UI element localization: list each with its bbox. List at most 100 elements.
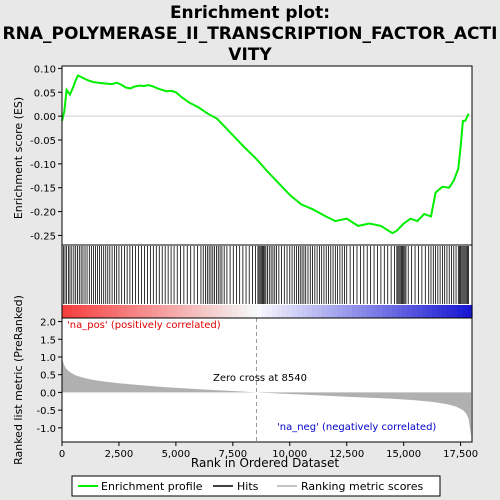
x-tick-label: 7,500 xyxy=(219,449,248,460)
x-tick-label: 0 xyxy=(59,449,65,460)
color-bar-segment xyxy=(467,305,473,318)
color-bar-segment xyxy=(252,305,258,318)
legend-box xyxy=(71,475,441,497)
color-bar-segment xyxy=(402,305,408,318)
color-bar-segment xyxy=(357,305,363,318)
color-bar-segment xyxy=(152,305,158,318)
es-y-tick-label: 0.00 xyxy=(34,112,56,123)
color-bar-segment xyxy=(342,305,348,318)
color-bar-segment xyxy=(282,305,288,318)
legend: Enrichment profile Hits Ranking metric s… xyxy=(71,475,441,497)
chart-title: Enrichment plot: RNA_POLYMERASE_II_TRANS… xyxy=(3,3,498,65)
enrichment-profile-line xyxy=(61,74,470,235)
x-tick-label: 10,000 xyxy=(272,449,307,460)
color-bar-segment xyxy=(137,305,143,318)
title-line-1: Enrichment plot: xyxy=(170,3,330,23)
color-bar-segment xyxy=(237,305,243,318)
es-y-axis: 0.10 0.05 0.00 -0.05 -0.10 -0.15 -0.20 -0.25 xyxy=(30,64,62,242)
color-bar-segment xyxy=(367,305,373,318)
color-bar-segment xyxy=(257,305,263,318)
color-bar-segment xyxy=(442,305,448,318)
metric-y-axis: 2.0 1.5 1.0 0.5 0.0 -0.5 -1.0 xyxy=(36,318,62,435)
color-bar-segment xyxy=(117,305,123,318)
color-bar-segment xyxy=(447,305,453,318)
color-bar-segment xyxy=(127,305,133,318)
es-y-tick-label: -0.15 xyxy=(30,184,56,195)
color-bar-segment xyxy=(207,305,213,318)
color-bar-segment xyxy=(247,305,253,318)
es-y-tick-label: -0.05 xyxy=(30,136,56,147)
color-bar-segment xyxy=(287,305,293,318)
color-bar-segment xyxy=(302,305,308,318)
plot-border xyxy=(61,65,473,443)
rank-color-bar xyxy=(62,305,473,318)
color-bar-segment xyxy=(102,305,108,318)
color-bar-segment xyxy=(72,305,78,318)
es-y-tick-label: -0.25 xyxy=(30,231,56,242)
x-tick-label: 5,000 xyxy=(162,449,191,460)
color-bar-segment xyxy=(132,305,138,318)
color-bar-segment xyxy=(387,305,393,318)
color-bar-segment xyxy=(272,305,278,318)
color-bar-segment xyxy=(142,305,148,318)
color-bar-segment xyxy=(382,305,388,318)
title-line-3: VITY xyxy=(228,45,272,65)
color-bar-segment xyxy=(67,305,73,318)
color-bar-segment xyxy=(197,305,203,318)
color-bar-segment xyxy=(322,305,328,318)
color-bar-segment xyxy=(182,305,188,318)
es-panel-frame xyxy=(62,66,472,245)
hits-panel xyxy=(62,245,472,305)
color-bar-segment xyxy=(212,305,218,318)
metric-y-tick-label: -1.0 xyxy=(36,424,56,435)
legend-profile-label: Enrichment profile xyxy=(101,480,203,493)
es-y-tick-label: 0.05 xyxy=(34,88,56,99)
color-bar-segment xyxy=(362,305,368,318)
color-bar-segment xyxy=(462,305,468,318)
color-bar-segment xyxy=(107,305,113,318)
color-bar-segment xyxy=(162,305,168,318)
color-bar-segment xyxy=(437,305,443,318)
color-bar-segment xyxy=(267,305,273,318)
color-bar-segment xyxy=(407,305,413,318)
color-bar-segment xyxy=(312,305,318,318)
color-bar-segment xyxy=(347,305,353,318)
color-bar-segment xyxy=(297,305,303,318)
x-axis-label: Rank in Ordered Dataset xyxy=(191,456,339,470)
color-bar-segment xyxy=(62,305,68,318)
color-bar-segment xyxy=(317,305,323,318)
color-bar-segment xyxy=(337,305,343,318)
es-y-tick-label: -0.20 xyxy=(30,208,56,219)
color-bar-segment xyxy=(397,305,403,318)
color-bar-segment xyxy=(412,305,418,318)
color-bar-segment xyxy=(417,305,423,318)
x-axis: 0 2,500 5,000 7,500 10,000 12,500 15,000 17,500 xyxy=(59,442,478,460)
zero-cross-label: Zero cross at 8540 xyxy=(213,373,307,384)
es-y-tick-label: -0.10 xyxy=(30,160,56,171)
color-bar-segment xyxy=(332,305,338,318)
es-panel: 0.10 0.05 0.00 -0.05 -0.10 -0.15 -0.20 -0.25 En… xyxy=(12,64,472,245)
color-bar-segment xyxy=(392,305,398,318)
pos-label: 'na_pos' (positively correlated) xyxy=(67,320,221,331)
color-bar-segment xyxy=(177,305,183,318)
es-y-tick-label: 0.10 xyxy=(34,64,56,75)
color-bar-segment xyxy=(427,305,433,318)
metric-y-tick-label: 1.5 xyxy=(40,335,56,346)
color-bar-segment xyxy=(292,305,298,318)
ranking-metric-area xyxy=(62,357,472,437)
color-bar-segment xyxy=(77,305,83,318)
color-bar-segment xyxy=(232,305,238,318)
color-bar-segment xyxy=(452,305,458,318)
es-y-label: Enrichment score (ES) xyxy=(12,97,25,219)
color-bar-segment xyxy=(217,305,223,318)
metric-y-tick-label: 0.0 xyxy=(40,388,56,399)
metric-y-tick-label: 2.0 xyxy=(40,318,56,329)
title-line-2: RNA_POLYMERASE_II_TRANSCRIPTION_FACTOR_A… xyxy=(3,24,498,44)
color-bar-segment xyxy=(112,305,118,318)
color-bar-segment xyxy=(457,305,463,318)
hits-panel-frame xyxy=(62,245,472,305)
color-bar-segment xyxy=(187,305,193,318)
x-tick-label: 12,500 xyxy=(329,449,364,460)
color-bar-segment xyxy=(422,305,428,318)
